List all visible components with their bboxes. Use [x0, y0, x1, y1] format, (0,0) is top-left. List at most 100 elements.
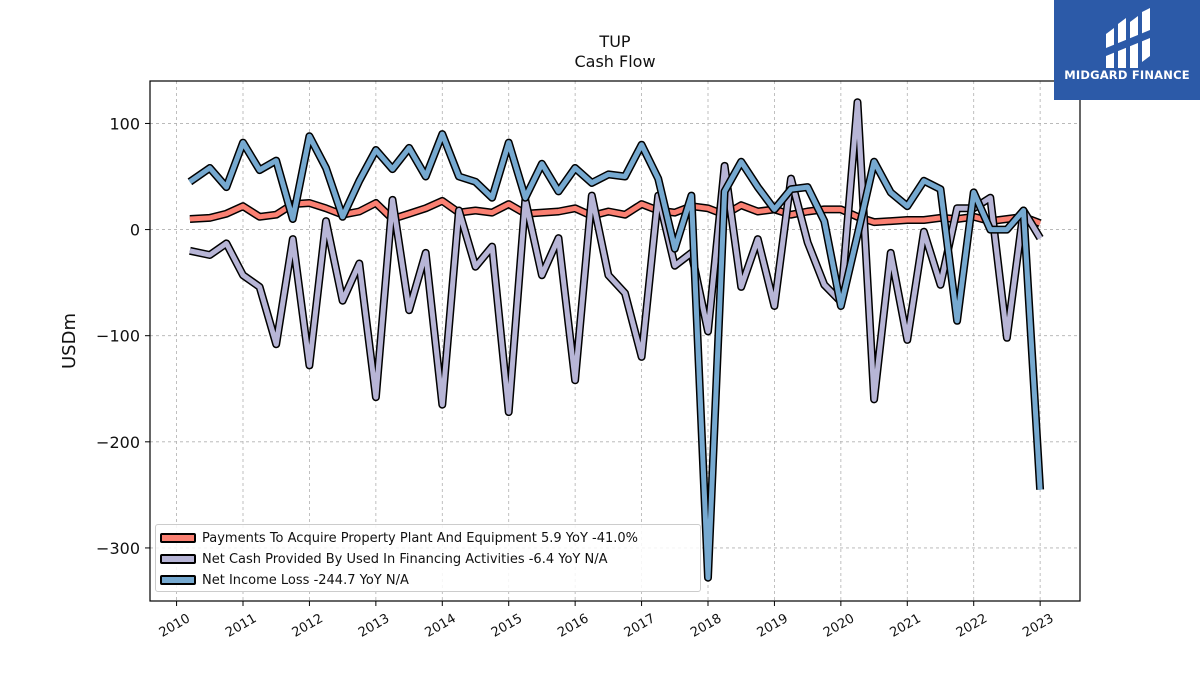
- data-point: [342, 216, 344, 218]
- legend-item: Payments To Acquire Property Plant And E…: [160, 528, 638, 548]
- data-point: [209, 217, 211, 219]
- y-tick-label: −200: [96, 433, 140, 452]
- x-tick-label: 2023: [1020, 611, 1056, 641]
- data-point: [724, 190, 726, 192]
- x-tick-label: 2019: [755, 611, 791, 641]
- data-point: [325, 167, 327, 169]
- data-point: [607, 211, 609, 212]
- x-tick-label: 2020: [821, 611, 857, 641]
- data-point: [408, 309, 410, 311]
- data-point: [358, 180, 360, 182]
- data-point: [906, 219, 908, 221]
- data-point: [574, 379, 576, 381]
- data-point: [259, 286, 261, 288]
- data-point: [275, 343, 277, 345]
- data-point: [890, 220, 892, 222]
- data-point: [475, 210, 476, 211]
- data-point: [707, 330, 709, 332]
- data-point: [242, 142, 244, 144]
- data-point: [624, 292, 626, 294]
- data-point: [740, 286, 742, 288]
- data-point: [807, 186, 809, 188]
- data-point: [707, 207, 709, 209]
- data-point: [189, 181, 191, 183]
- data-point: [225, 186, 227, 188]
- legend-label: Net Income Loss -244.7 YoY N/A: [202, 572, 409, 588]
- data-point: [956, 207, 958, 209]
- x-tick-label: 2011: [223, 611, 259, 641]
- data-point: [225, 242, 227, 244]
- data-point: [906, 205, 908, 207]
- data-point: [558, 237, 559, 239]
- data-point: [591, 195, 593, 197]
- x-tick-label: 2021: [887, 611, 923, 641]
- data-point: [242, 274, 244, 276]
- data-point: [674, 248, 676, 250]
- data-point: [624, 176, 626, 177]
- data-point: [857, 234, 858, 236]
- data-point: [392, 199, 393, 201]
- data-point: [607, 173, 609, 175]
- data-point: [807, 241, 809, 243]
- legend-swatch-capex: [160, 533, 196, 543]
- data-point: [956, 320, 958, 322]
- data-point: [242, 205, 244, 207]
- data-point: [624, 214, 626, 216]
- y-axis-label: USDm: [59, 313, 80, 369]
- data-point: [740, 161, 742, 163]
- data-point: [425, 252, 427, 254]
- data-point: [840, 305, 842, 307]
- chart-title: TUP: [598, 32, 630, 51]
- data-point: [1006, 337, 1008, 339]
- legend-label: Payments To Acquire Property Plant And E…: [202, 530, 639, 546]
- data-point: [441, 200, 443, 202]
- data-point: [558, 190, 559, 192]
- data-point: [209, 254, 211, 256]
- data-point: [358, 263, 360, 264]
- data-point: [574, 207, 576, 209]
- data-point: [425, 176, 427, 177]
- data-point: [441, 404, 443, 406]
- data-point: [189, 250, 191, 252]
- data-point: [873, 161, 875, 163]
- data-point: [724, 165, 726, 167]
- data-point: [475, 181, 476, 183]
- data-point: [823, 220, 825, 222]
- data-point: [823, 284, 825, 286]
- y-tick-label: 0: [130, 221, 140, 240]
- data-point: [906, 339, 908, 341]
- data-point: [890, 191, 892, 193]
- data-point: [657, 178, 659, 180]
- data-point: [574, 167, 576, 169]
- data-point: [641, 144, 643, 146]
- data-point: [508, 203, 510, 205]
- data-point: [292, 238, 294, 240]
- data-point: [558, 211, 559, 212]
- data-point: [757, 186, 759, 188]
- data-point: [790, 178, 792, 180]
- data-point: [607, 274, 609, 276]
- data-point: [823, 208, 825, 210]
- data-point: [1039, 237, 1041, 239]
- chart-legend: Payments To Acquire Property Plant And E…: [155, 524, 701, 592]
- legend-label: Net Cash Provided By Used In Financing A…: [202, 551, 608, 567]
- data-point: [989, 197, 991, 199]
- data-point: [873, 398, 875, 400]
- data-point: [989, 229, 991, 231]
- data-point: [408, 213, 410, 215]
- data-point: [259, 216, 261, 218]
- x-tick-label: 2017: [622, 611, 658, 641]
- y-tick-label: −100: [96, 327, 140, 346]
- data-point: [641, 356, 643, 358]
- chart-subtitle: Cash Flow: [574, 52, 655, 71]
- brand-name: MIDGARD FINANCE: [1064, 68, 1190, 82]
- data-point: [375, 149, 377, 151]
- x-tick-label: 2013: [356, 611, 392, 641]
- data-point: [325, 220, 327, 222]
- data-point: [491, 197, 493, 199]
- legend-item: Net Income Loss -244.7 YoY N/A: [160, 570, 409, 590]
- data-point: [857, 101, 858, 103]
- data-point: [757, 211, 759, 212]
- data-point: [392, 168, 393, 170]
